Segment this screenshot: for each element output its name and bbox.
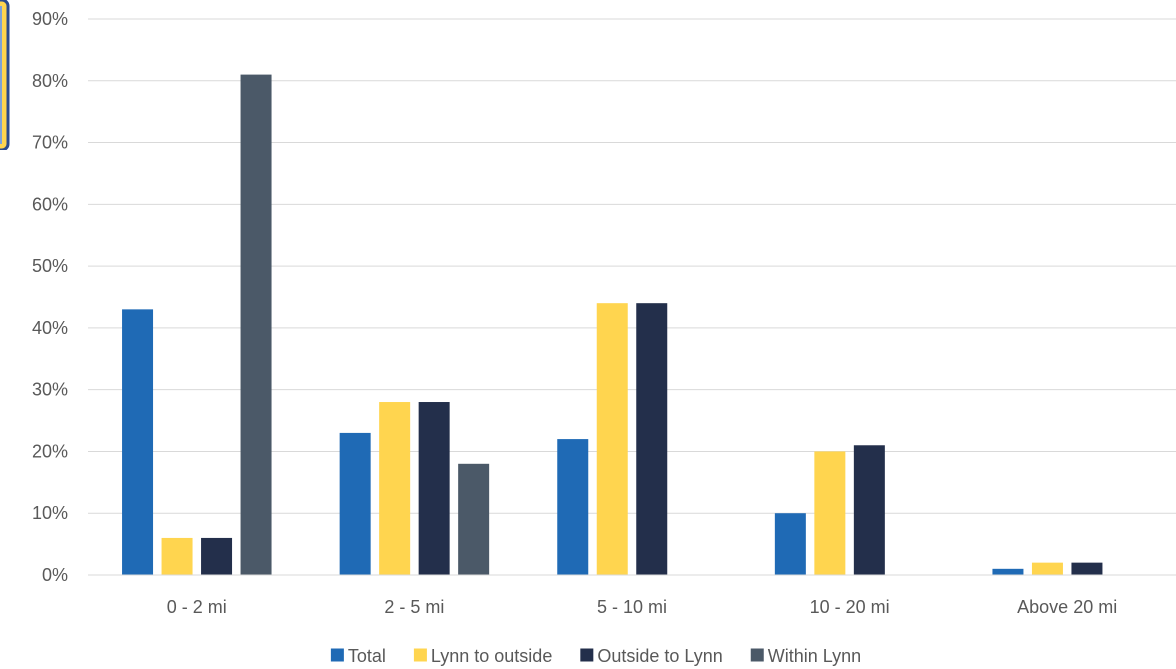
bar-lynn-to-outside [379, 402, 411, 575]
legend-swatch [413, 648, 427, 662]
y-tick-label: 70% [32, 133, 68, 153]
legend-swatch [750, 648, 764, 662]
y-tick-label: 20% [32, 441, 68, 461]
bar-within-lynn [458, 463, 490, 575]
bars [122, 74, 1103, 575]
bar-total [339, 432, 371, 575]
x-tick-label: Above 20 mi [1017, 597, 1117, 617]
y-tick-label: 90% [32, 9, 68, 29]
y-tick-label: 50% [32, 256, 68, 276]
legend-swatch [330, 648, 344, 662]
bar-lynn-to-outside [161, 537, 193, 575]
y-tick-label: 0% [42, 565, 68, 585]
y-tick-label: 40% [32, 318, 68, 338]
y-tick-label: 10% [32, 503, 68, 523]
x-tick-label: 0 - 2 mi [167, 597, 227, 617]
legend-label: Lynn to outside [431, 646, 552, 666]
bar-outside-to-lynn [636, 303, 668, 575]
bar-lynn-to-outside [1031, 562, 1063, 575]
x-axis-ticks: 0 - 2 mi 2 - 5 mi 5 - 10 mi 10 - 20 mi Above… [88, 574, 1176, 617]
legend-label: Outside to Lynn [597, 646, 722, 666]
x-tick-label: 10 - 20 mi [810, 597, 890, 617]
logo-badge [0, 0, 10, 150]
bar-total [992, 568, 1024, 575]
bar-total [774, 513, 806, 575]
bar-within-lynn [240, 74, 272, 575]
bar-outside-to-lynn [418, 402, 450, 575]
y-tick-label: 60% [32, 194, 68, 214]
bar-lynn-to-outside [596, 303, 628, 575]
bar-total [122, 309, 154, 575]
y-tick-label: 80% [32, 71, 68, 91]
x-tick-label: 2 - 5 mi [384, 597, 444, 617]
x-tick-label: 5 - 10 mi [597, 597, 667, 617]
bar-outside-to-lynn [201, 537, 233, 575]
bar-lynn-to-outside [814, 451, 846, 575]
legend-label: Total [348, 646, 386, 666]
bar-outside-to-lynn [1071, 562, 1103, 575]
legend-label: Within Lynn [768, 646, 861, 666]
legend-swatch [580, 648, 594, 662]
bar-total [557, 439, 589, 575]
bar-outside-to-lynn [853, 445, 885, 575]
y-tick-label: 30% [32, 380, 68, 400]
y-axis-ticks: 0% 10% 20% 30% 40% 50% 60% 70% 80% 90% [32, 9, 68, 585]
legend: Total Lynn to outside Outside to Lynn Withi… [330, 646, 861, 666]
